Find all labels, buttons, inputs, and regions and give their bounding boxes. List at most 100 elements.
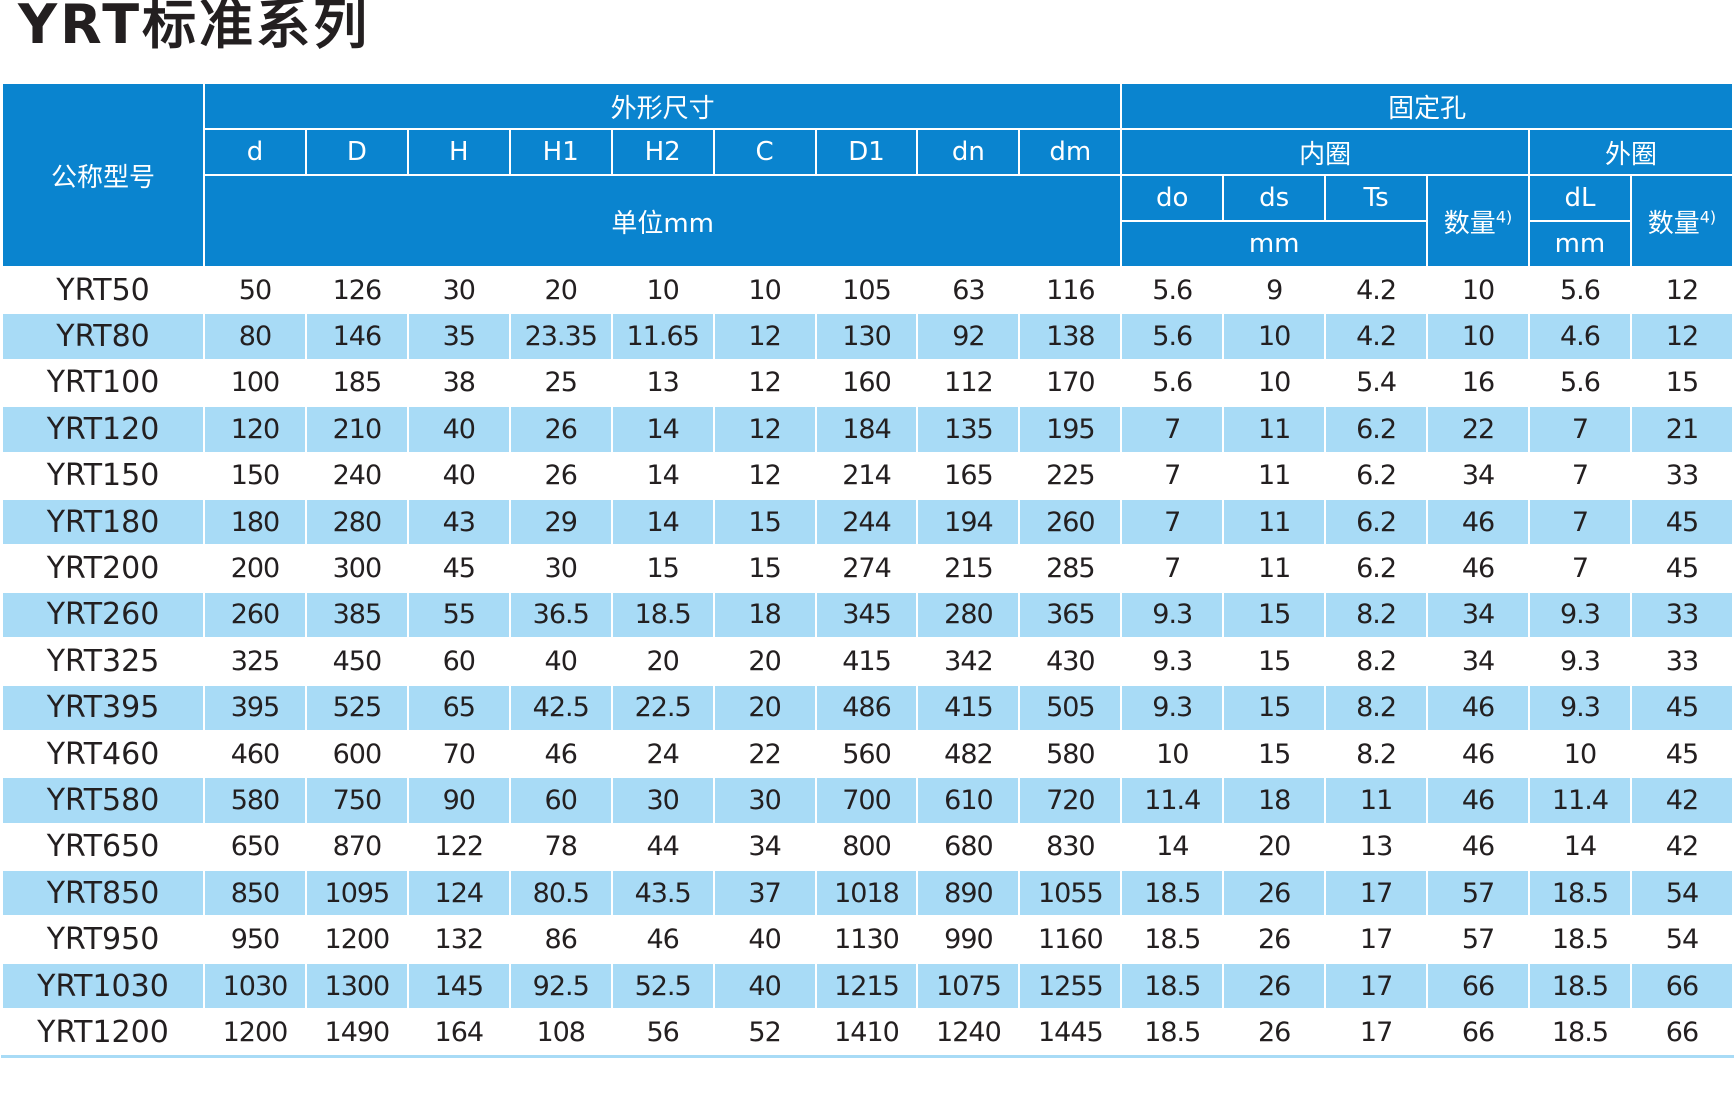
table-row: YRT80 80 146 35 23.35 11.65 12 130 92 138 5.6 10 4.2…: [1, 312, 1735, 361]
header-cell: 内圈: [1120, 128, 1530, 176]
value-cell: 45: [1629, 544, 1735, 593]
page-title: YRT标准系列: [18, 0, 371, 56]
value-cell: 460: [203, 729, 307, 779]
value-cell: 37: [712, 869, 817, 918]
value-cell: 26: [1222, 869, 1327, 918]
value-cell: 44: [610, 822, 715, 872]
value-cell: 12: [712, 358, 817, 408]
value-cell: 890: [916, 869, 1021, 918]
value-cell: 45: [406, 544, 511, 593]
value-cell: 20: [610, 637, 715, 686]
value-cell: 10: [1222, 312, 1327, 361]
value-cell: 5.4: [1324, 358, 1429, 408]
value-cell: 80.5: [508, 869, 613, 918]
value-cell: 30: [508, 544, 613, 593]
value-cell: 11.4: [1120, 776, 1225, 825]
value-cell: 850: [203, 869, 307, 918]
value-cell: 1130: [814, 915, 919, 964]
value-cell: 1240: [916, 1008, 1021, 1058]
value-cell: 10: [1120, 729, 1225, 779]
value-cell: 9.3: [1120, 590, 1225, 640]
value-cell: 132: [406, 915, 511, 964]
value-cell: 260: [1018, 497, 1123, 547]
header-cell: 公称型号: [1, 82, 205, 268]
value-cell: 52.5: [610, 961, 715, 1011]
value-cell: 23.35: [508, 312, 613, 361]
value-cell: 15: [1222, 683, 1327, 732]
value-cell: 10: [1527, 729, 1632, 779]
value-cell: 90: [406, 776, 511, 825]
model-cell: YRT80: [1, 312, 205, 361]
value-cell: 9.3: [1527, 683, 1632, 732]
value-cell: 160: [814, 358, 919, 408]
value-cell: 18.5: [1120, 961, 1225, 1011]
value-cell: 43: [406, 497, 511, 547]
value-cell: 15: [1222, 590, 1327, 640]
value-cell: 13: [610, 358, 715, 408]
value-cell: 46: [1426, 497, 1530, 547]
value-cell: 225: [1018, 451, 1123, 500]
value-cell: 40: [406, 405, 511, 454]
model-cell: YRT395: [1, 683, 205, 732]
value-cell: 66: [1426, 961, 1530, 1011]
value-cell: 415: [814, 637, 919, 686]
value-cell: 18.5: [610, 590, 715, 640]
header-text: 数量: [1647, 208, 1700, 239]
value-cell: 7: [1527, 405, 1632, 454]
value-cell: 40: [712, 961, 817, 1011]
value-cell: 18.5: [1120, 915, 1225, 964]
value-cell: 680: [916, 822, 1021, 872]
value-cell: 180: [203, 497, 307, 547]
value-cell: 1410: [814, 1008, 919, 1058]
value-cell: 46: [1426, 729, 1530, 779]
value-cell: 450: [304, 637, 409, 686]
value-cell: 1055: [1018, 869, 1123, 918]
table-row: YRT1200 1200 1490 164 108 56 52 1410 1240 1445 18.…: [1, 1008, 1735, 1058]
value-cell: 46: [1426, 776, 1530, 825]
value-cell: 30: [406, 265, 511, 315]
value-cell: 6.2: [1324, 544, 1429, 593]
value-cell: 210: [304, 405, 409, 454]
value-cell: 6.2: [1324, 497, 1429, 547]
table-row: YRT150 150 240 40 26 14 12 214 165 225 7 11 6.2 34 7 33: [1, 451, 1735, 500]
value-cell: 8.2: [1324, 590, 1429, 640]
value-cell: 1030: [203, 961, 307, 1011]
table-row: YRT850 850 1095 124 80.5 43.5 37 1018 890 1055 18.…: [1, 869, 1735, 918]
value-cell: 8.2: [1324, 729, 1429, 779]
value-cell: 18.5: [1527, 961, 1632, 1011]
value-cell: 244: [814, 497, 919, 547]
value-cell: 610: [916, 776, 1021, 825]
value-cell: 46: [1426, 683, 1530, 732]
value-cell: 9.3: [1120, 683, 1225, 732]
value-cell: 7: [1120, 405, 1225, 454]
value-cell: 5.6: [1120, 265, 1225, 315]
value-cell: 5.6: [1527, 358, 1632, 408]
table-row: YRT100 100 185 38 25 13 12 160 112 170 5.6 10 5.4 16 5…: [1, 358, 1735, 408]
value-cell: 30: [712, 776, 817, 825]
value-cell: 65: [406, 683, 511, 732]
value-cell: 11: [1222, 405, 1327, 454]
value-cell: 100: [203, 358, 307, 408]
value-cell: 33: [1629, 451, 1735, 500]
value-cell: 7: [1120, 497, 1225, 547]
value-cell: 17: [1324, 1008, 1429, 1058]
value-cell: 17: [1324, 869, 1429, 918]
value-cell: 1255: [1018, 961, 1123, 1011]
header-cell: 数量4): [1629, 174, 1735, 268]
model-cell: YRT180: [1, 497, 205, 547]
value-cell: 1075: [916, 961, 1021, 1011]
value-cell: 92.5: [508, 961, 613, 1011]
header-cell: 外形尺寸: [202, 82, 1123, 130]
value-cell: 18: [712, 590, 817, 640]
model-cell: YRT200: [1, 544, 205, 593]
value-cell: 33: [1629, 637, 1735, 686]
value-cell: 18.5: [1527, 869, 1632, 918]
value-cell: 194: [916, 497, 1021, 547]
value-cell: 482: [916, 729, 1021, 779]
value-cell: 15: [712, 544, 817, 593]
value-cell: 505: [1018, 683, 1123, 732]
value-cell: 46: [508, 729, 613, 779]
value-cell: 15: [1222, 637, 1327, 686]
value-cell: 5.6: [1120, 312, 1225, 361]
